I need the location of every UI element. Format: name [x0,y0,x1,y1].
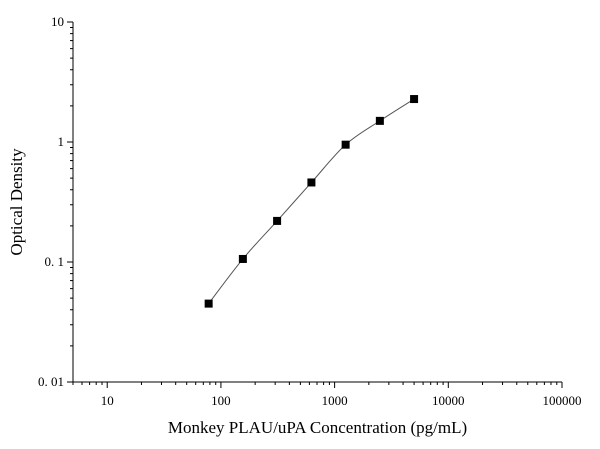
data-point [375,116,384,125]
y-axis-title: Optical Density [7,148,26,256]
data-point [238,254,247,263]
x-axis-title: Monkey PLAU/uPA Concentration (pg/mL) [168,418,467,437]
ticks [67,21,563,388]
data-point [341,140,350,149]
y-tick-label: 1 [58,134,65,149]
axes [72,22,562,383]
data-point [273,216,282,225]
series-layer [204,95,419,308]
data-point [410,95,419,104]
y-tick-label: 0. 1 [45,254,65,269]
series-line [208,98,415,304]
data-point [307,178,316,187]
y-tick-label: 10 [51,14,64,29]
x-tick-label: 10 [101,393,114,408]
x-tick-label: 100 [211,393,231,408]
x-tick-label: 1000 [322,393,348,408]
data-point [204,299,213,308]
y-tick-label: 0. 01 [38,374,64,389]
tick-labels: 10 100 1000 10000 100000 0. 01 0. 1 1 10 [38,14,582,408]
x-tick-label: 10000 [432,393,465,408]
x-tick-label: 100000 [543,393,582,408]
